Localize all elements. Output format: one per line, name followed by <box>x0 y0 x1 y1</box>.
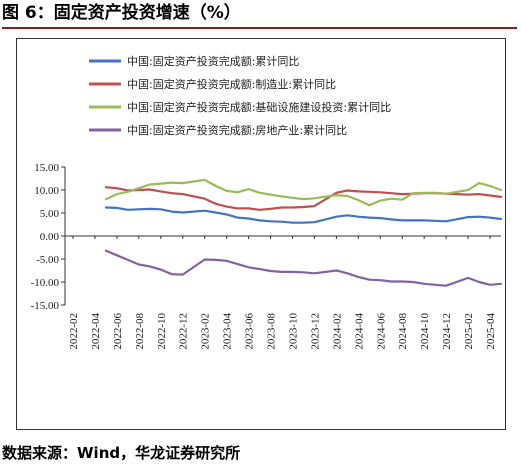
x-tick-label-14: 2024-06 <box>375 313 387 350</box>
legend-label-3: 中国:固定资产投资完成额:房地产业:累计同比 <box>127 123 347 137</box>
y-tick-label-3: 0.00 <box>40 231 60 243</box>
x-tick-label-16: 2024-10 <box>419 313 431 350</box>
x-tick-label-12: 2024-02 <box>331 313 343 350</box>
x-tick-label-19: 2025-04 <box>485 313 497 350</box>
x-tick-label-17: 2024-12 <box>441 313 453 350</box>
x-tick-label-5: 2022-12 <box>178 313 190 350</box>
y-tick-label-0: 15.00 <box>34 162 59 174</box>
x-tick-label-2: 2022-06 <box>112 313 124 350</box>
line-chart: 中国:固定资产投资完成额:累计同比中国:固定资产投资完成额:制造业:累计同比中国… <box>31 54 503 350</box>
y-tick-label-2: 5.00 <box>40 208 60 220</box>
x-tick-label-6: 2023-02 <box>200 313 212 350</box>
x-tick-label-18: 2025-02 <box>463 313 475 350</box>
axes: 15.00 10.00 5.00 0.00 -5.00 -10.00 -15.00 2022-… <box>31 162 501 350</box>
x-tick-label-4: 2022-10 <box>156 313 168 350</box>
y-tick-label-1: 10.00 <box>34 185 59 197</box>
y-tick-label-4: -5.00 <box>36 254 59 266</box>
x-tick-label-9: 2023-08 <box>266 313 278 350</box>
series-lines <box>104 178 503 287</box>
legend-label-1: 中国:固定资产投资完成额:制造业:累计同比 <box>127 77 336 91</box>
x-tick-label-0: 2022-02 <box>68 313 80 350</box>
legend: 中国:固定资产投资完成额:累计同比中国:固定资产投资完成额:制造业:累计同比中国… <box>89 54 391 137</box>
x-tick-label-8: 2023-06 <box>244 313 256 350</box>
x-tick-label-1: 2022-04 <box>90 313 102 350</box>
y-tick-label-6: -15.00 <box>31 300 60 312</box>
legend-label-2: 中国:固定资产投资完成额:基础设施建设投资:累计同比 <box>127 100 391 114</box>
figure-title: 图 6：固定资产投资增速（%） <box>2 1 517 29</box>
chart-frame: 中国:固定资产投资完成额:累计同比 中国:固定资产投资完成额:制造业:累计同比 中国… <box>16 38 506 430</box>
series-line-3 <box>104 249 503 287</box>
data-source-note: 数据来源：Wind，华龙证券研究所 <box>2 444 241 462</box>
x-tick-label-10: 2023-10 <box>287 313 299 350</box>
x-tick-label-13: 2024-04 <box>353 313 365 350</box>
x-tick-label-3: 2022-08 <box>134 313 146 350</box>
x-tick-label-15: 2024-08 <box>397 313 409 350</box>
series-line-2 <box>104 178 503 207</box>
x-tick-label-11: 2023-12 <box>309 313 321 350</box>
legend-label-0: 中国:固定资产投资完成额:累计同比 <box>127 54 299 68</box>
series-line-0 <box>104 206 503 224</box>
y-tick-label-5: -10.00 <box>31 277 60 289</box>
x-tick-label-7: 2023-04 <box>222 313 234 350</box>
